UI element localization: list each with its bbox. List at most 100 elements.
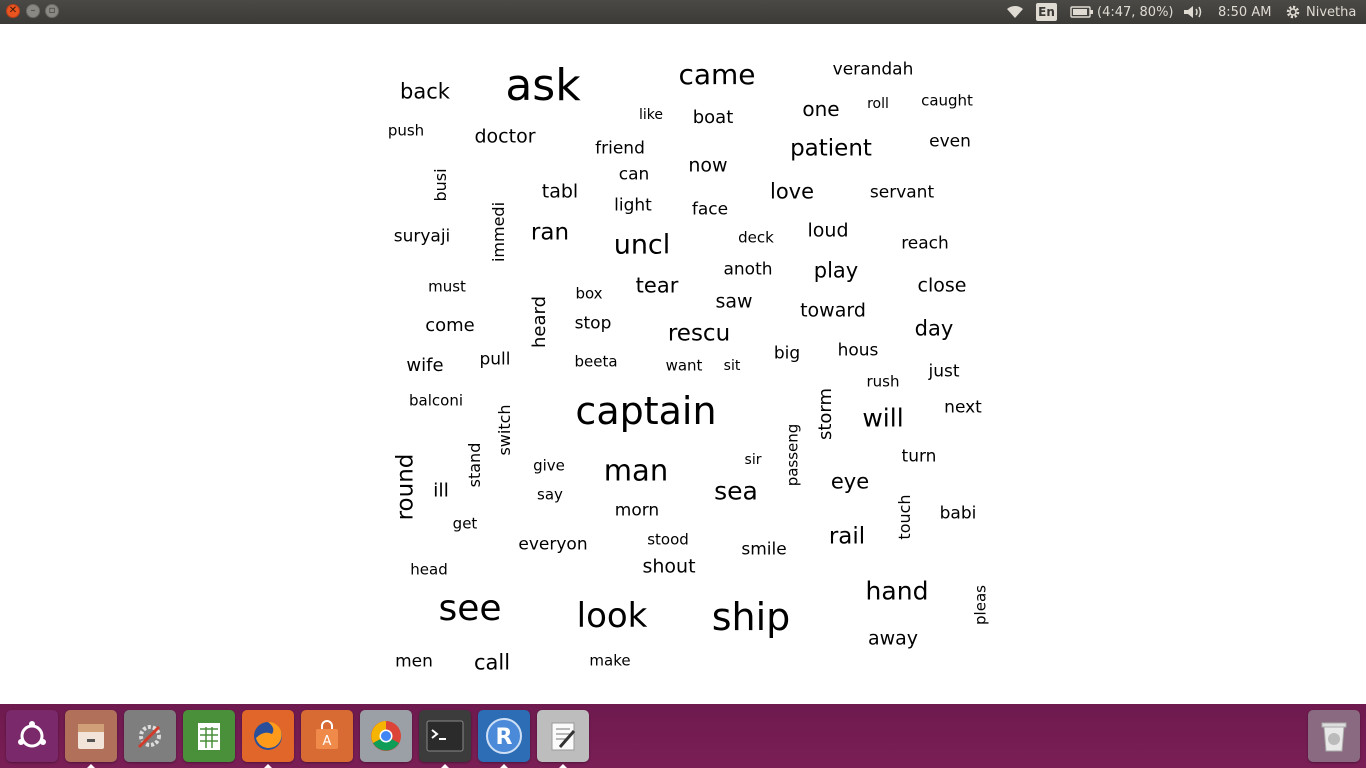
cloud-word: call <box>473 650 511 675</box>
top-panel: ✕ – ▫ En (4:47, 80%) 8:50 AM Nivetha <box>0 0 1366 24</box>
cloud-word: wife <box>406 355 444 376</box>
spreadsheet-icon <box>192 719 226 753</box>
cloud-word: will <box>862 403 904 433</box>
cloud-word: big <box>773 343 801 364</box>
cloud-word: shout <box>642 555 696 578</box>
cloud-word: get <box>452 514 478 533</box>
close-icon[interactable]: ✕ <box>6 4 20 18</box>
cloud-word: eye <box>830 469 870 494</box>
cloud-word: men <box>395 651 433 672</box>
running-indicator <box>264 764 272 768</box>
running-indicator <box>87 764 95 768</box>
cloud-word: sea <box>714 476 758 506</box>
cloud-word: next <box>944 397 982 418</box>
cloud-word: pull <box>479 349 511 370</box>
volume-icon[interactable] <box>1182 0 1204 24</box>
word-cloud-plot: ask came verandah back like boat one roll caught… <box>0 24 1366 704</box>
running-indicator <box>500 764 508 768</box>
text-editor-icon <box>546 719 580 753</box>
cloud-word: pleas <box>971 585 990 625</box>
launcher-calc-button[interactable] <box>183 710 235 762</box>
cloud-word: come <box>425 315 475 336</box>
cloud-word: babi <box>939 503 977 524</box>
cloud-word: toward <box>800 299 866 322</box>
cloud-word: love <box>769 179 815 204</box>
cloud-word: morn <box>614 500 660 521</box>
launcher-chrome-button[interactable] <box>360 710 412 762</box>
cloud-word: patient <box>790 135 872 162</box>
cloud-word: switch <box>495 404 514 456</box>
wifi-icon[interactable] <box>1004 0 1026 24</box>
cloud-word: ship <box>711 595 791 639</box>
cloud-word: busi <box>431 168 450 202</box>
minimize-icon[interactable]: – <box>26 4 40 18</box>
launcher-firefox-button[interactable] <box>242 710 294 762</box>
cloud-word: away <box>867 627 919 650</box>
cloud-word: must <box>428 277 466 296</box>
cloud-word: ill <box>433 479 449 502</box>
cloud-word: hous <box>837 340 879 361</box>
running-indicator <box>559 764 567 768</box>
cloud-word: everyon <box>518 534 588 555</box>
ubuntu-logo-icon <box>15 719 49 753</box>
cloud-word: rush <box>866 372 900 391</box>
cloud-word: sir <box>744 452 762 468</box>
keyboard-layout-indicator[interactable]: En <box>1036 3 1057 21</box>
cloud-word: verandah <box>832 59 914 80</box>
cloud-word: say <box>537 485 563 504</box>
cloud-word: passeng <box>783 423 802 487</box>
launcher-dash-button[interactable] <box>6 710 58 762</box>
cloud-word: see <box>438 588 502 629</box>
trash-icon <box>1317 718 1351 754</box>
launcher-settings-button[interactable] <box>124 710 176 762</box>
svg-text:R: R <box>496 725 513 750</box>
cloud-word: man <box>603 453 669 488</box>
cloud-word: look <box>576 596 648 636</box>
launcher-software-button[interactable]: A <box>301 710 353 762</box>
battery-icon[interactable] <box>1070 0 1094 24</box>
clock[interactable]: 8:50 AM <box>1218 4 1272 20</box>
cloud-word: boat <box>692 107 734 128</box>
cloud-word: stood <box>647 530 689 549</box>
cloud-word: just <box>928 361 960 382</box>
cloud-word: even <box>929 131 971 152</box>
cloud-word: give <box>533 456 565 475</box>
cloud-word: anoth <box>723 259 773 280</box>
cloud-word: deck <box>738 228 774 247</box>
cloud-word: uncl <box>613 229 671 261</box>
cloud-word: can <box>618 164 650 185</box>
launcher-editor-button[interactable] <box>537 710 589 762</box>
cloud-word: balconi <box>409 391 463 410</box>
cloud-word: saw <box>715 290 753 313</box>
launcher-rstudio-button[interactable]: R <box>478 710 530 762</box>
battery-status-text: (4:47, 80%) <box>1097 4 1174 20</box>
cloud-word: ask <box>505 60 581 111</box>
cloud-word: ran <box>530 219 570 246</box>
cloud-word: want <box>665 356 703 375</box>
cloud-word: stop <box>574 313 612 334</box>
file-cabinet-icon <box>74 719 108 753</box>
cloud-word: touch <box>895 494 914 540</box>
cloud-word: hand <box>865 576 929 606</box>
cloud-word: doctor <box>474 125 536 148</box>
launcher-terminal-button[interactable] <box>419 710 471 762</box>
svg-text:A: A <box>323 734 332 749</box>
r-logo-icon: R <box>484 716 524 756</box>
launcher-files-button[interactable] <box>65 710 117 762</box>
cloud-word: light <box>614 195 652 216</box>
maximize-icon[interactable]: ▫ <box>45 4 59 18</box>
cloud-word: one <box>802 97 840 121</box>
cloud-word: rail <box>828 523 866 550</box>
cloud-word: close <box>917 274 967 297</box>
cloud-word: round <box>392 453 419 521</box>
cloud-word: tabl <box>541 180 579 203</box>
user-name[interactable]: Nivetha <box>1306 4 1357 20</box>
cloud-word: servant <box>869 182 935 203</box>
cloud-word: friend <box>595 138 645 159</box>
terminal-icon <box>426 720 464 752</box>
cloud-word: stand <box>465 442 484 488</box>
launcher-trash-button[interactable] <box>1308 710 1360 762</box>
gear-icon[interactable] <box>1284 0 1302 24</box>
cloud-word: caught <box>921 91 973 110</box>
